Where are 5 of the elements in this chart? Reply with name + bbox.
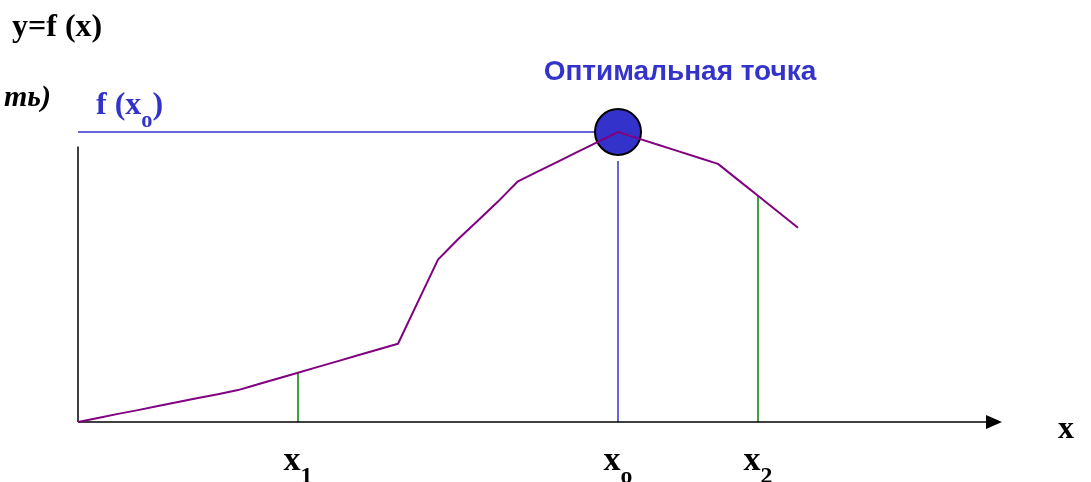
annotation: Оптимальная точка xyxy=(543,55,817,86)
text: ть) xyxy=(4,79,52,113)
ref-line-label: f (x$_{o}$) xyxy=(96,85,164,132)
y-axis-title: y=f (x) xyxy=(12,7,103,43)
x-axis-title: x xyxy=(1058,409,1074,445)
